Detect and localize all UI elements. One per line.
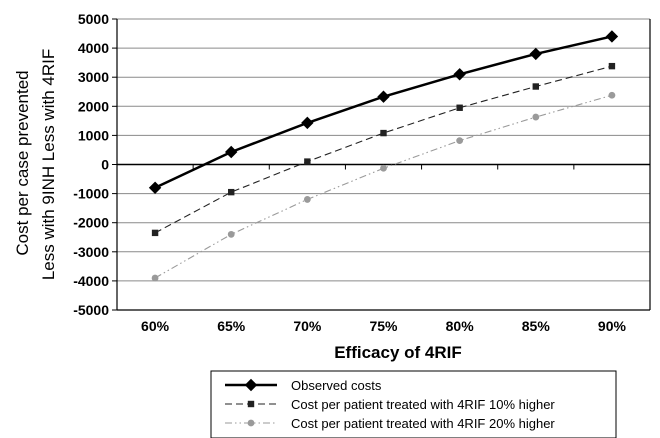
series-2-point-2 bbox=[303, 196, 311, 203]
y-tick-label: 0 bbox=[101, 157, 109, 173]
series-1-point-4 bbox=[456, 104, 463, 111]
series-line-2 bbox=[154, 94, 613, 279]
series-0-point-5 bbox=[529, 47, 542, 61]
axis-layer: 5000 4000 3000 2000 1000 0 -1000 -2000 -3000 -400… bbox=[73, 11, 651, 334]
x-tick-label: 90% bbox=[598, 318, 627, 334]
y-tick-label: -1000 bbox=[73, 186, 109, 202]
y-tick-label: 3000 bbox=[78, 69, 109, 85]
y-axis-label-bottom: Less with 9INH bbox=[39, 166, 58, 280]
series-2-point-5 bbox=[532, 113, 540, 121]
series-0-point-1 bbox=[225, 145, 238, 159]
x-tick-label: 65% bbox=[217, 318, 246, 334]
series-2-point-4 bbox=[456, 137, 464, 145]
series-0-point-6 bbox=[605, 30, 619, 43]
y-tick-label: 4000 bbox=[78, 40, 109, 56]
x-tick-label: 70% bbox=[293, 318, 322, 334]
label-layer: Cost per case prevented Less with 4RIF L… bbox=[13, 49, 462, 362]
legend-marker-0 bbox=[244, 378, 258, 392]
legend-label-0: Observed costs bbox=[291, 378, 382, 393]
legend-label-2: Cost per patient treated with 4RIF 20% h… bbox=[291, 416, 555, 431]
y-tick-label: -4000 bbox=[73, 273, 109, 289]
series-1-point-0 bbox=[151, 229, 159, 237]
series-0-point-0 bbox=[148, 181, 162, 194]
y-tick-label: 5000 bbox=[78, 11, 109, 27]
series-1-point-2 bbox=[304, 158, 311, 165]
series-0-point-2 bbox=[301, 116, 314, 130]
series-0-point-3 bbox=[377, 90, 390, 103]
y-tick-label: -3000 bbox=[73, 244, 109, 260]
y-axis-label-top: Less with 4RIF bbox=[39, 49, 58, 161]
x-axis-label: Efficacy of 4RIF bbox=[334, 343, 462, 362]
series-1-point-3 bbox=[380, 129, 387, 137]
legend-box bbox=[210, 370, 617, 438]
x-tick-label: 75% bbox=[369, 318, 398, 334]
y-tick-label: 2000 bbox=[78, 98, 109, 114]
x-tick-label: 80% bbox=[446, 318, 475, 334]
legend: Observed costs Cost per patient treated w… bbox=[210, 370, 617, 438]
x-tick-label: 85% bbox=[522, 318, 551, 334]
y-tick-label: -2000 bbox=[73, 215, 109, 231]
legend-marker-1 bbox=[247, 400, 255, 408]
series-2-point-6 bbox=[608, 91, 616, 99]
y-tick-label: 1000 bbox=[78, 127, 109, 143]
series-0-point-4 bbox=[453, 68, 466, 81]
series-layer bbox=[148, 30, 619, 282]
y-tick-label: -5000 bbox=[73, 302, 109, 318]
series-2-point-0 bbox=[151, 274, 159, 282]
series-1-point-6 bbox=[608, 62, 616, 70]
legend-marker-2 bbox=[247, 419, 255, 427]
y-axis-label-line1: Cost per case prevented bbox=[13, 70, 32, 255]
x-tick-label: 60% bbox=[141, 318, 170, 334]
legend-label-1: Cost per patient treated with 4RIF 10% h… bbox=[291, 397, 555, 412]
series-2-point-3 bbox=[380, 164, 387, 172]
series-2-point-1 bbox=[227, 230, 235, 238]
series-1-point-5 bbox=[532, 83, 539, 90]
series-1-point-1 bbox=[228, 188, 235, 196]
